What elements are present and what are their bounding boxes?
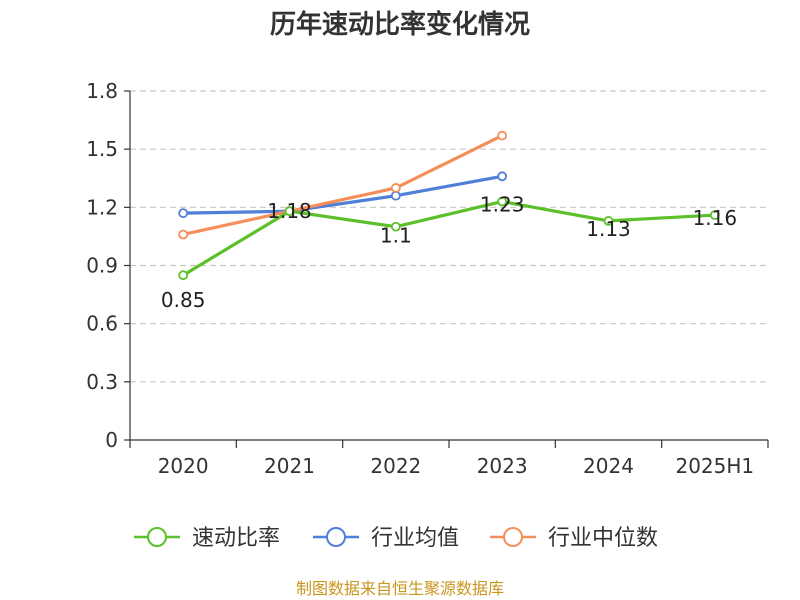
y-tick-label: 0 (105, 428, 118, 452)
legend-swatch-marker-2 (503, 527, 523, 547)
y-tick-label: 0.9 (86, 254, 118, 278)
legend: 速动比率 行业均值 行业中位数 (134, 526, 658, 551)
data-labels: 0.85 1.18 1.1 1.23 1.13 1.16 (161, 193, 737, 313)
data-label-2023: 1.23 (480, 193, 525, 217)
series-0-point-2021 (284, 206, 295, 217)
data-label-2025H1: 1.16 (693, 206, 738, 230)
x-tick-label-2024: 2024 (583, 454, 634, 478)
series-line-1 (183, 174, 503, 215)
y-tick-label: 1.2 (86, 195, 118, 219)
series-1-point-2020 (178, 208, 189, 219)
x-tick-label-2021: 2021 (264, 454, 315, 478)
x-tick-label-2023: 2023 (477, 454, 528, 478)
axes: 0 0.3 0.6 0.9 1.2 1.5 1.8 2020 2021 2022 2023 2024 2… (86, 79, 769, 478)
series-1-point-2023 (497, 171, 508, 182)
legend-swatch-marker-1 (326, 527, 346, 547)
series-1-point-2022 (390, 190, 401, 201)
y-tick-label: 0.6 (86, 312, 118, 336)
legend-label-1: 行业均值 (371, 526, 459, 551)
series-2-point-2020 (178, 229, 189, 240)
legend-label-2: 行业中位数 (548, 526, 658, 551)
x-tick-label-2020: 2020 (158, 454, 209, 478)
x-tick-label-2025H1: 2025H1 (675, 454, 754, 478)
source-note: 制图数据来自恒生聚源数据库 (296, 579, 504, 598)
y-tick-label: 0.3 (86, 370, 118, 394)
y-tick-label: 1.8 (86, 79, 118, 103)
series-line-0 (182, 199, 715, 277)
data-label-2022: 1.1 (380, 224, 412, 248)
chart-title: 历年速动比率变化情况 (270, 9, 530, 40)
series-lines (178, 130, 720, 281)
series-0-point-2022 (390, 221, 401, 232)
legend-swatch-marker-0 (147, 527, 167, 547)
legend-label-0: 速动比率 (192, 526, 280, 551)
data-label-2021: 1.18 (267, 199, 312, 223)
series-line-2 (182, 134, 503, 237)
data-label-2024: 1.13 (586, 217, 631, 241)
series-0-point-2024 (603, 216, 614, 226)
series-2-point-2022 (390, 183, 401, 193)
series-2-point-2023 (497, 130, 508, 141)
series-0-point-2023 (497, 196, 508, 207)
x-tick-label-2022: 2022 (370, 454, 421, 478)
series-0-point-2020 (178, 270, 189, 281)
grid-lines (130, 90, 768, 383)
series-0-point-2025H1 (709, 210, 720, 220)
data-label-2020: 0.85 (161, 288, 206, 312)
y-tick-label: 1.5 (86, 137, 118, 161)
